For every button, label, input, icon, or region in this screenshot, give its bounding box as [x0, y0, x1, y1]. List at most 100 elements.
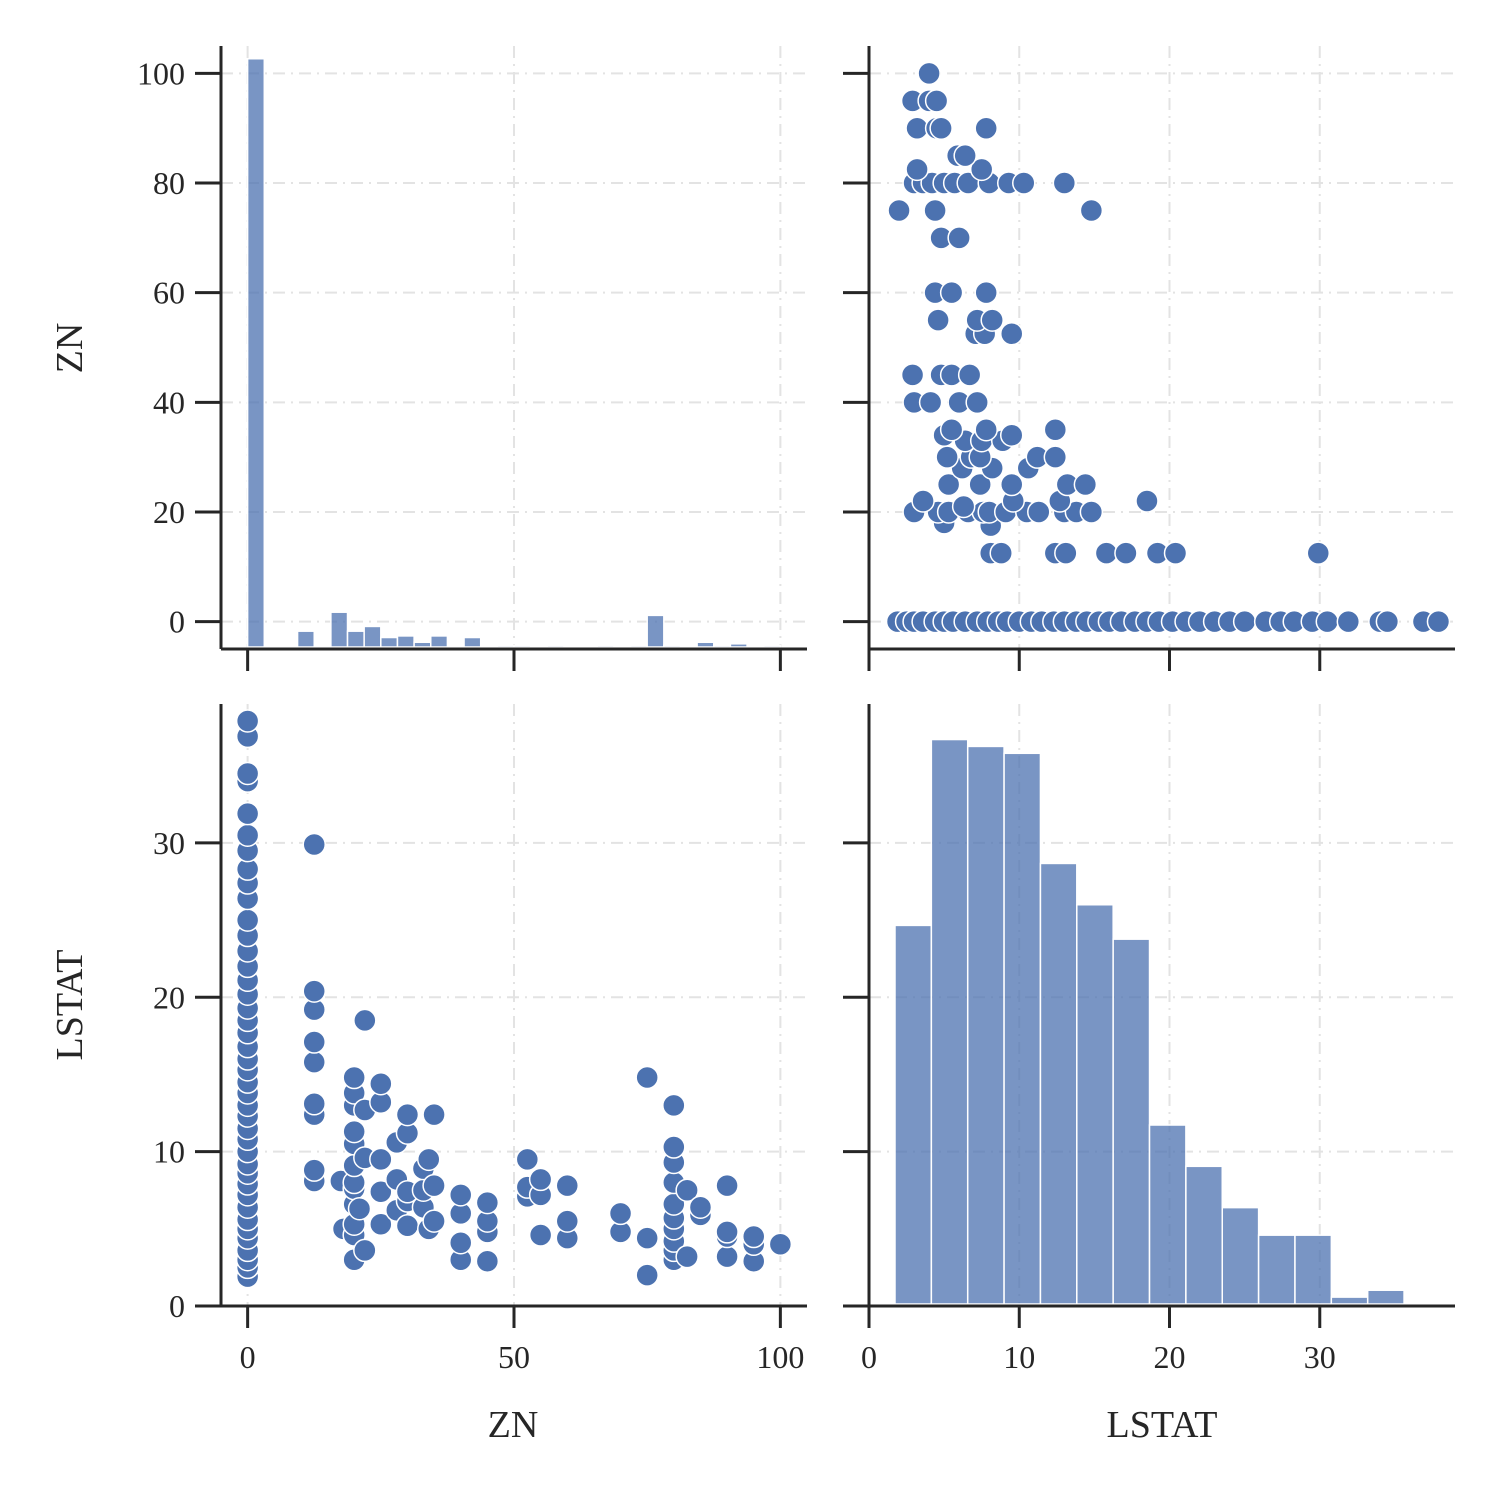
zn-lstat-point [974, 116, 998, 140]
zn-hist-bar [463, 636, 482, 648]
zn-lstat-point [905, 157, 929, 182]
ytick-label: 40 [153, 384, 185, 420]
lstat-hist-bar [966, 745, 1005, 1305]
lstat-zn-point [608, 1201, 633, 1226]
lstat-zn-point [395, 1213, 420, 1238]
lstat-zn-point [235, 823, 260, 847]
lstat-zn-point [302, 832, 326, 857]
zn-lstat-point [965, 390, 989, 415]
zn-hist-bar [496, 644, 515, 648]
ytick-label: 10 [153, 1134, 185, 1170]
zn-lstat-point [1027, 500, 1051, 524]
zn-hist-bar [663, 644, 682, 648]
lstat-zn-point [422, 1173, 446, 1198]
zn-lstat-point [980, 308, 1004, 332]
zn-lstat-point [1114, 541, 1138, 565]
zn-lstat-point [887, 198, 911, 223]
ytick-label: 0 [169, 604, 185, 640]
zn-lstat-point [951, 494, 976, 519]
zn-lstat-point [1426, 609, 1451, 634]
zn-lstat-point [974, 417, 998, 442]
xtick-label: 30 [1304, 1339, 1336, 1375]
zn-hist-bar [413, 641, 432, 648]
zn-lstat-point [900, 363, 925, 387]
zn-hist-bar [396, 635, 415, 648]
lstat-zn-point [475, 1249, 500, 1273]
zn-lstat-point [999, 322, 1024, 346]
lstat-hist-bar [930, 738, 969, 1305]
zn-lstat-point [1052, 171, 1077, 195]
lstat-zn-point [715, 1173, 739, 1198]
lstat-hist-bar [1294, 1234, 1333, 1305]
zn-lstat-point [1163, 541, 1188, 565]
lstat-zn-point [302, 979, 326, 1003]
ytick-label: 30 [153, 825, 185, 861]
zn-lstat-point [935, 445, 959, 469]
zn-lstat-point [1375, 609, 1400, 634]
zn-lstat-point [918, 390, 943, 415]
ytick-label: 60 [153, 275, 185, 311]
zn-lstat-point [936, 472, 961, 497]
zn-lstat-point [1043, 445, 1068, 469]
zn-lstat-point [1073, 472, 1098, 497]
zn-lstat-point [911, 489, 935, 513]
zn-lstat-point [947, 226, 971, 250]
lstat-zn-point [662, 1135, 686, 1159]
lstat-zn-point [768, 1232, 793, 1257]
lstat-hist-bar [1257, 1234, 1296, 1305]
zn-lstat-point [1135, 489, 1159, 513]
lstat-zn-point [235, 908, 260, 932]
xtick-label: 20 [1154, 1339, 1186, 1375]
zn-hist-bar [513, 644, 532, 648]
zn-lstat-point [969, 157, 994, 182]
lstat-zn-point [302, 1092, 326, 1116]
ytick-label: 20 [153, 494, 185, 530]
ytick-label: 100 [137, 55, 185, 91]
zn-hist-bar [596, 644, 615, 648]
lstat-zn-point [302, 1050, 326, 1074]
lstat-hist-bar [1221, 1206, 1260, 1305]
lstat-zn-point [235, 801, 260, 826]
lstat-hist-bar [1185, 1165, 1224, 1305]
lstat-zn-point [369, 1180, 393, 1204]
lstat-zn-point [688, 1195, 713, 1219]
lstat-zn-point [369, 1071, 393, 1096]
lstat-zn-point [662, 1093, 686, 1118]
lstat-hist-bar [1148, 1124, 1187, 1305]
lstat-zn-point [302, 1030, 326, 1054]
lstat-zn-point [302, 1158, 326, 1182]
lstat-hist-bar [1112, 938, 1151, 1305]
zn-hist-bar [629, 644, 648, 648]
lstat-zn-point [235, 761, 260, 786]
xtick-label: 50 [498, 1339, 530, 1375]
lstat-zn-point [422, 1209, 446, 1233]
zn-lstat-point [929, 116, 953, 140]
lstat-zn-point [395, 1102, 420, 1127]
xtick-label: 100 [756, 1339, 804, 1375]
lstat-zn-point [369, 1212, 393, 1236]
lstat-zn-point [448, 1183, 473, 1207]
zn-lstat-point [905, 116, 929, 140]
xtick-label: 0 [861, 1339, 877, 1375]
lstat-zn-point [635, 1065, 659, 1090]
zn-hist-bar [330, 611, 349, 648]
lstat-zn-point [555, 1173, 580, 1198]
zn-hist-bar [646, 614, 665, 648]
xtick-label: 0 [240, 1339, 256, 1375]
zn-lstat-point [957, 363, 982, 387]
zn-lstat-point [1232, 609, 1257, 634]
lstat-hist-bar [894, 924, 933, 1305]
zn-lstat-point [999, 472, 1024, 497]
lstat-hist-bar [1003, 752, 1042, 1305]
zn-lstat-point [1336, 609, 1361, 634]
zn-lstat-point [989, 541, 1013, 565]
lstat-zn-point [715, 1220, 739, 1244]
zn-hist-bar [363, 625, 382, 648]
lstat-zn-point [448, 1230, 473, 1255]
lstat-zn-point [635, 1226, 659, 1250]
zn-lstat-point [1012, 171, 1036, 195]
zn-hist-bar [246, 57, 266, 648]
zn-lstat-point [923, 198, 947, 223]
lstat-zn-point [741, 1224, 766, 1249]
